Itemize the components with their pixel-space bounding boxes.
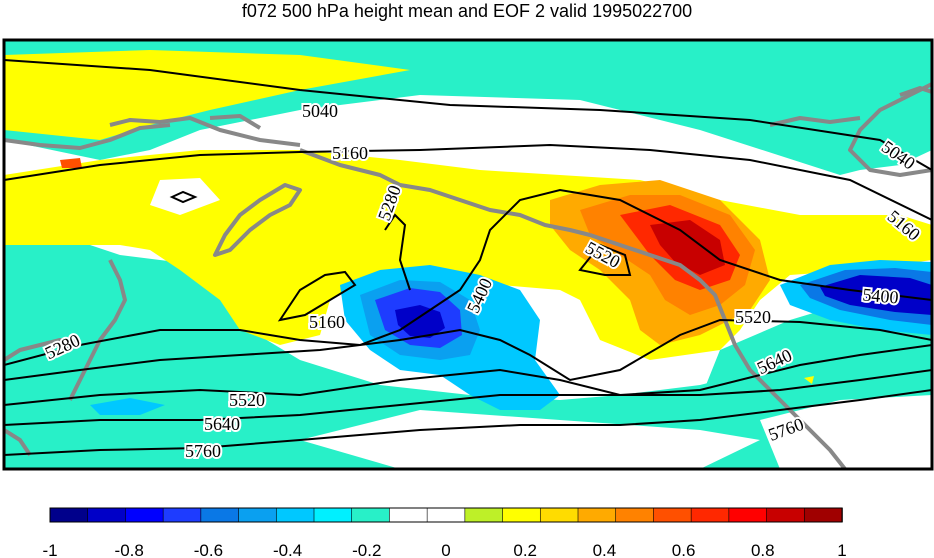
contour-label: 5640 [204, 414, 240, 434]
colorbar-cell [238, 507, 278, 523]
colorbar-cell [615, 507, 655, 523]
small-red-spot [60, 158, 82, 168]
coastline-canadian-islands [769, 116, 861, 127]
map-title: f072 500 hPa height mean and EOF 2 valid… [241, 1, 693, 21]
colorbar-cell [162, 507, 202, 523]
contour-label: 5520 [229, 390, 265, 410]
colorbar-tick-label: 1 [837, 541, 846, 558]
contour-5160-north [4, 143, 932, 221]
colorbar-cell [313, 507, 353, 523]
coastline-island [209, 114, 262, 130]
contour-5160-closed [277, 270, 357, 322]
colorbar-tick-label: 0 [441, 541, 450, 558]
colorbar-cells [49, 507, 843, 523]
contour-label: 5520 [735, 307, 771, 327]
coastline-arctic-canada [848, 81, 932, 177]
contour-5520 [4, 318, 932, 382]
colorbar-cell [87, 507, 127, 523]
contour-5640 [4, 369, 932, 426]
white-gap-south [300, 410, 760, 469]
height-contours [4, 59, 932, 456]
dark-blue-anomaly-core [395, 305, 445, 338]
colorbar-tick-label: 0.8 [751, 541, 775, 558]
colorbar-tick-label: -0.8 [115, 541, 144, 558]
colorbar-tick-label: 0.2 [513, 541, 537, 558]
colorbar-cell [539, 507, 579, 523]
colorbar-cell [389, 507, 428, 523]
coastline-asia-south [4, 428, 32, 457]
coastline-west-north-america [589, 233, 847, 469]
coastline-asia-east [4, 338, 81, 362]
colorbar-cell [275, 507, 315, 523]
colorbar-tick-label: -0.6 [194, 541, 223, 558]
dark-red-anomaly-core [650, 220, 725, 275]
colorbar-tick-label: -0.2 [352, 541, 381, 558]
colorbar-frame [49, 507, 843, 523]
dark-blue-anomaly-east [820, 275, 932, 315]
colorbar: -1 -0.8 -0.6 -0.4 -0.2 0 0.2 0.4 0.6 0.8 1 [42, 507, 847, 558]
coastline-arctic-siberia [4, 123, 171, 150]
colorbar-cell [49, 507, 89, 523]
contour-label: 5160 [309, 312, 345, 332]
white-gap-southeast [760, 395, 932, 469]
colorbar-cell [464, 507, 504, 523]
colorbar-cell [125, 507, 164, 523]
contour-label: 5400 [862, 284, 900, 307]
contour-5520-b [4, 344, 932, 406]
colorbar-tick-label: 0.6 [672, 541, 696, 558]
colorbar-tick-label: -0.4 [273, 541, 302, 558]
colorbar-cell [426, 507, 466, 523]
contour-label: 5160 [332, 143, 368, 163]
coastline-alaska [299, 148, 591, 237]
anomaly-fill [4, 40, 932, 469]
colorbar-cell [728, 507, 768, 523]
colorbar-cell [653, 507, 692, 523]
contour-5520-closed [578, 243, 632, 276]
colorbar-tick-label: -1 [42, 541, 57, 558]
coastline-hudson [899, 86, 932, 97]
tiny-yellow-spot [804, 376, 814, 384]
contour-5400-main [4, 188, 932, 366]
cyan-spot-south [90, 398, 165, 415]
coastline-japan-kuril [68, 259, 127, 401]
colorbar-tick-label: 0.4 [593, 541, 617, 558]
white-island [150, 178, 220, 215]
contour-5040-north [4, 59, 932, 171]
contour-5280-arc [384, 213, 411, 291]
colorbar-cell [351, 507, 391, 523]
coastline-kamchatka [213, 183, 302, 257]
contour-small-closed [169, 190, 198, 204]
contour-label: 5040 [302, 101, 338, 121]
coastline-siberia [109, 116, 301, 147]
colorbar-labels: -1 -0.8 -0.6 -0.4 -0.2 0 0.2 0.4 0.6 0.8 1 [42, 541, 846, 558]
map-frame [2, 38, 934, 471]
contour-label: 5760 [185, 441, 221, 461]
colorbar-cell [200, 507, 240, 523]
colorbar-cell [690, 507, 730, 523]
coastlines [4, 81, 932, 469]
colorbar-cell [577, 507, 617, 523]
yellow-northwest [4, 50, 410, 140]
colorbar-cell [766, 507, 806, 523]
colorbar-cell [502, 507, 542, 523]
teal-south-region [4, 235, 932, 469]
colorbar-cell [803, 507, 843, 523]
contour-5760 [4, 389, 932, 456]
